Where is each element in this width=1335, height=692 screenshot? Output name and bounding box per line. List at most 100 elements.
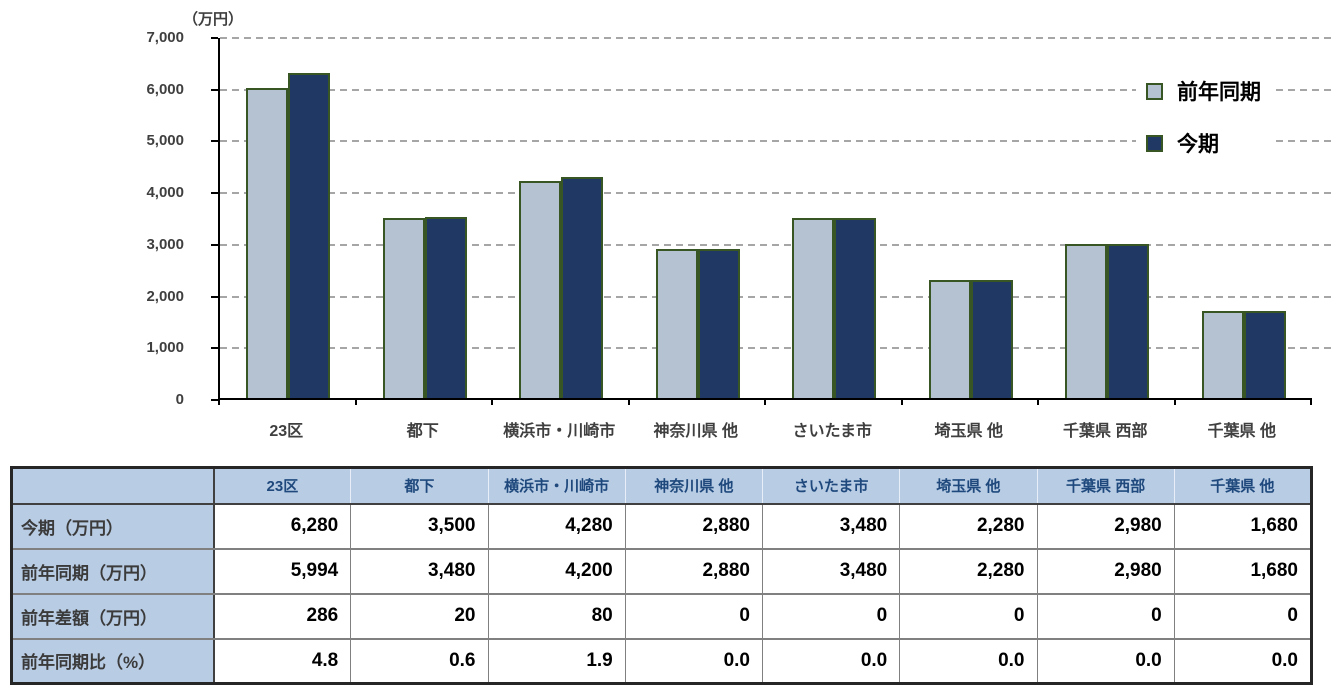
- table-value-cell: 20: [350, 593, 489, 640]
- y-axis-tick-label: 7,000: [146, 29, 184, 46]
- x-axis-tick: [764, 398, 766, 405]
- table-column-header: 神奈川県 他: [625, 467, 764, 505]
- bar: [970, 280, 1013, 398]
- gridline: [220, 295, 1332, 298]
- table-value-cell: 2,280: [899, 503, 1038, 550]
- legend-item: 今期: [1146, 128, 1261, 158]
- table-value-cell: 2,280: [899, 548, 1038, 595]
- x-axis-category-label: 都下: [406, 423, 439, 440]
- table-value-cell: 1,680: [1174, 503, 1312, 550]
- y-axis-tick-label: 4,000: [146, 184, 184, 202]
- x-axis-category-label: 千葉県 他: [1207, 423, 1276, 440]
- table-value-cell: 4,200: [488, 548, 626, 595]
- y-axis-tick: [211, 347, 218, 350]
- y-axis-tick: [211, 399, 218, 401]
- table-column-header: さいたま市: [762, 467, 901, 505]
- x-axis-tick: [1173, 398, 1176, 405]
- table-value-cell: 0: [1037, 593, 1175, 640]
- x-axis-category-label: さいたま市: [792, 423, 873, 440]
- table-row-label: 前年差額（万円）: [11, 593, 215, 640]
- gridline: [220, 192, 1332, 195]
- table-row: 今期（万円） 6,280 3,500 4,280 2,880 3,480 2,280 2,98…: [11, 503, 1312, 550]
- y-axis-tick-label: 5,000: [146, 132, 184, 150]
- table-value-cell: 0: [762, 593, 901, 640]
- table-value-cell: 0: [1174, 593, 1312, 640]
- y-axis-tick: [211, 295, 218, 298]
- x-axis-tick: [1037, 398, 1039, 405]
- x-axis-tick: [1310, 398, 1312, 405]
- x-axis-tick: [218, 398, 220, 405]
- y-axis-tick: [211, 140, 218, 143]
- table-value-cell: 0.0: [625, 638, 764, 684]
- legend-swatch: [1146, 82, 1163, 100]
- table-value-cell: 1,680: [1174, 548, 1312, 595]
- y-axis-unit-label: （万円）: [183, 11, 244, 28]
- table-value-cell: 3,480: [762, 548, 901, 595]
- table-row-label: 今期（万円）: [11, 503, 215, 550]
- table-value-cell: 5,994: [213, 548, 352, 595]
- bar: [834, 218, 877, 398]
- x-axis-tick: [900, 398, 903, 405]
- x-axis-category-label: 横浜市・川崎市: [503, 423, 616, 440]
- table-value-cell: 2,880: [625, 503, 764, 550]
- table-column-header: 千葉県 西部: [1037, 467, 1175, 505]
- gridline: [220, 243, 1332, 246]
- table-value-cell: 2,980: [1037, 548, 1175, 595]
- table-value-cell: 3,480: [762, 503, 901, 550]
- legend-item: 前年同期: [1146, 76, 1261, 106]
- x-axis-tick: [491, 398, 493, 405]
- table-value-cell: 0.6: [350, 638, 489, 684]
- bar: [424, 217, 467, 398]
- table-row: 前年同期（万円） 5,994 3,480 4,200 2,880 3,480 2,280 2,…: [11, 548, 1312, 595]
- table-value-cell: 0.0: [1174, 638, 1312, 684]
- table-body: 今期（万円） 6,280 3,500 4,280 2,880 3,480 2,280 2,98…: [11, 503, 1312, 684]
- table-corner-cell: [11, 467, 215, 505]
- table-column-header: 横浜市・川崎市: [488, 467, 626, 505]
- bar-chart: （万円） 0 1,000 2,000 3,000 4,000 5,000 6,000 7,00…: [146, 11, 1332, 444]
- bar: [382, 218, 425, 398]
- bar: [1107, 243, 1150, 398]
- y-axis-tick: [211, 243, 218, 246]
- table-value-cell: 3,480: [350, 548, 489, 595]
- table-value-cell: 0: [625, 593, 764, 640]
- y-axis-tick: [211, 192, 218, 195]
- gridline: [220, 37, 1332, 39]
- bar: [1201, 311, 1244, 398]
- y-axis-tick: [211, 37, 218, 39]
- y-axis-tick-label: 1,000: [146, 339, 184, 357]
- table-value-cell: 80: [488, 593, 626, 640]
- table-value-cell: 0.0: [1037, 638, 1175, 684]
- table-column-header: 埼玉県 他: [899, 467, 1038, 505]
- table-header: 23区 都下 横浜市・川崎市 神奈川県 他さいたま市 埼玉県 他千葉県 西部 千葉県 他: [11, 467, 1312, 505]
- bar: [1243, 311, 1286, 398]
- bar: [697, 249, 740, 398]
- summary-table: 23区 都下 横浜市・川崎市 神奈川県 他さいたま市 埼玉県 他千葉県 西部 千葉県 他 …: [10, 466, 1313, 685]
- bar: [246, 88, 289, 398]
- gridline: [220, 347, 1332, 350]
- table-column-header: 千葉県 他: [1174, 467, 1312, 505]
- gridline: [220, 140, 1332, 143]
- table-row: 前年同期比（%） 4.8 0.6 1.9 0.0 0.0 0.0 0.0 0.0: [11, 638, 1312, 684]
- table-value-cell: 3,500: [350, 503, 489, 550]
- table-value-cell: 0.0: [762, 638, 901, 684]
- table-value-cell: 0: [899, 593, 1038, 640]
- legend-swatch: [1146, 134, 1163, 152]
- table-row-label: 前年同期比（%）: [11, 638, 215, 684]
- plot-area: 0 1,000 2,000 3,000 4,000 5,000 6,000 7,000: [146, 30, 1332, 408]
- chart-legend: 前年同期今期: [1136, 68, 1273, 166]
- table-value-cell: 4.8: [213, 638, 352, 684]
- legend-label: 今期: [1177, 133, 1219, 156]
- bar: [792, 218, 835, 398]
- x-axis-tick: [354, 398, 357, 405]
- table-value-cell: 286: [213, 593, 352, 640]
- x-axis-category-label: 23区: [269, 423, 304, 440]
- x-axis-category-label: 神奈川県 他: [653, 423, 738, 440]
- y-axis-tick-label: 2,000: [146, 287, 184, 305]
- table-column-header: 都下: [350, 467, 489, 505]
- table-value-cell: 1.9: [488, 638, 626, 684]
- x-axis-labels: 23区 都下 横浜市・川崎市 神奈川県 他 さいたま市 埼玉県 他 千葉県 西部 千葉県 他: [218, 414, 1310, 444]
- x-axis-category-label: 千葉県 西部: [1063, 423, 1148, 440]
- gridline: [220, 88, 1332, 91]
- bar: [1065, 243, 1108, 398]
- bar: [655, 249, 698, 398]
